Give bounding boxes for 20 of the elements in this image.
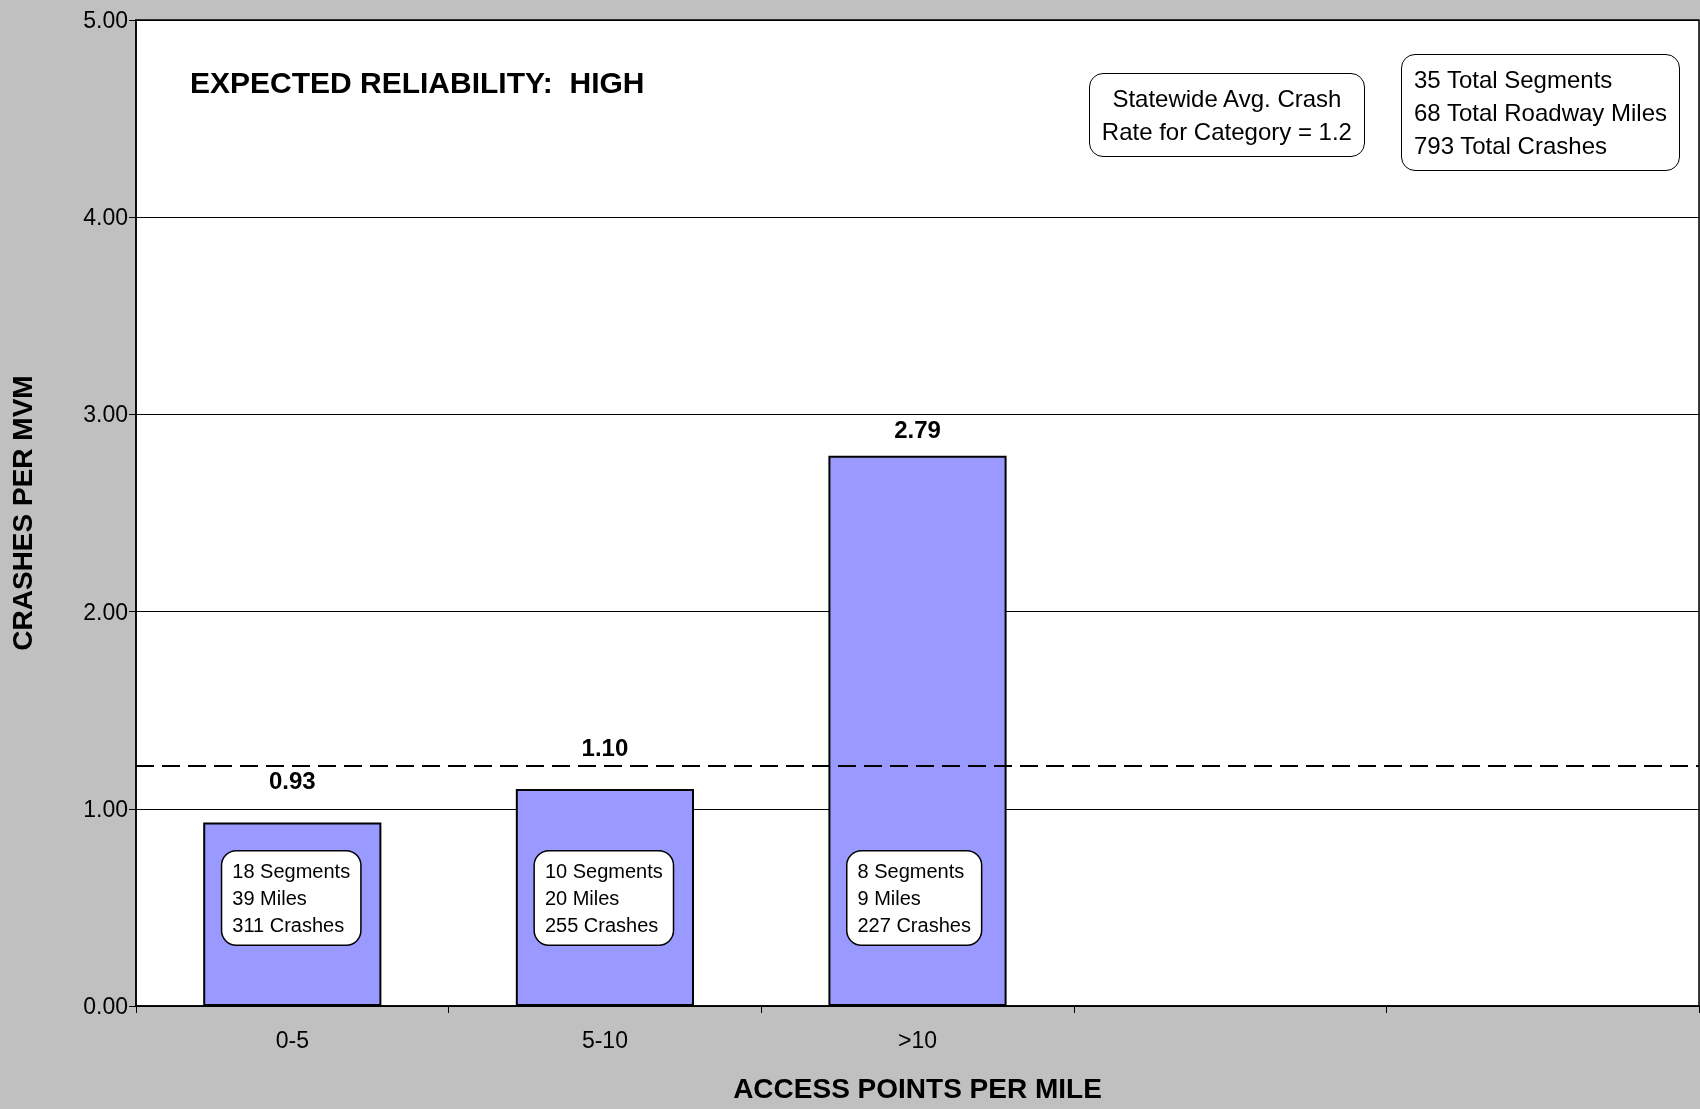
annotation: 8 Segments 9 Miles 227 Crashes	[857, 860, 971, 936]
y-tick-label: 3.00	[83, 401, 128, 428]
y-tick-label: 2.00	[83, 598, 128, 625]
x-tick-label: 0-5	[275, 1026, 309, 1053]
annotation: Statewide Avg. Crash Rate for Category = 1.2	[1088, 73, 1365, 157]
text: EXPECTED RELIABILITY: HIGH	[190, 65, 645, 99]
data-label: 1.10	[581, 733, 629, 761]
data-label: 0.93	[268, 767, 316, 795]
y-tick-label: 1.00	[83, 795, 128, 822]
annotation: 35 Total Segments 68 Total Roadway Miles 793 Total Crashes	[1400, 54, 1680, 171]
y-tick-label: 0.00	[83, 993, 128, 1019]
x-tick-label: >10	[897, 1026, 938, 1053]
annotation: 10 Segments 20 Miles 255 Crashes	[544, 860, 663, 936]
x-axis-title: ACCESS POINTS PER MILE	[733, 1072, 1102, 1104]
x-tick-label: 5-10	[581, 1026, 628, 1053]
y-tick-label: 5.00	[83, 7, 128, 33]
data-label: 2.79	[894, 416, 941, 444]
annotation: 18 Segments 39 Miles 311 Crashes	[232, 860, 351, 936]
y-tick-label: 4.00	[83, 204, 128, 231]
y-axis-title: CRASHES PER MVM	[6, 375, 38, 651]
